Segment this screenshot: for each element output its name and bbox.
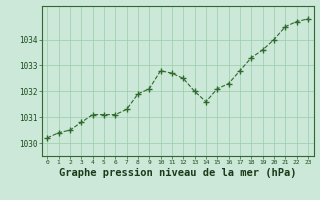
X-axis label: Graphe pression niveau de la mer (hPa): Graphe pression niveau de la mer (hPa) (59, 168, 296, 178)
